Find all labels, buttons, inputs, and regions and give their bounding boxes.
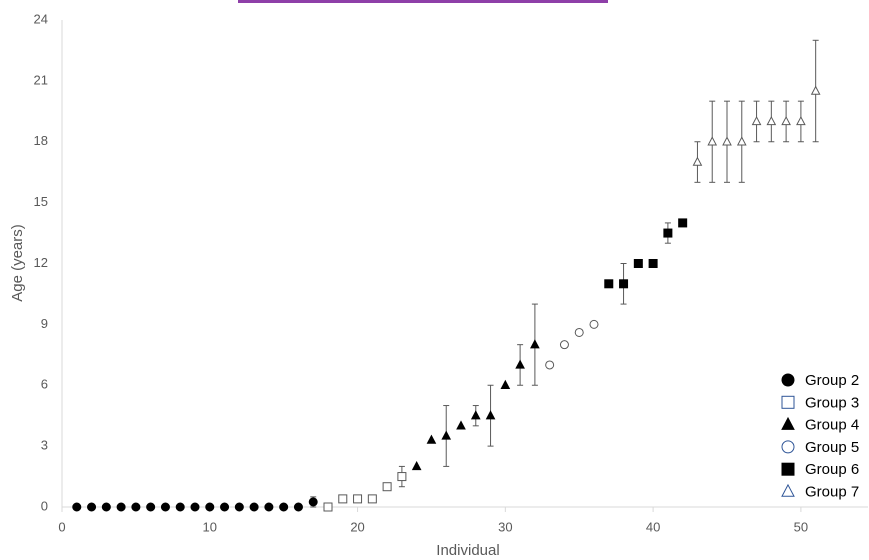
- legend-text: Group 3: [805, 394, 859, 411]
- data-point: [354, 495, 362, 503]
- y-tick-label: 18: [34, 133, 48, 148]
- data-point: [161, 503, 169, 511]
- legend-text: Group 2: [805, 372, 859, 389]
- legend-text: Group 7: [805, 483, 859, 500]
- cropped-banner: [238, 0, 608, 3]
- data-point: [368, 495, 376, 503]
- data-point: [575, 328, 583, 336]
- data-point: [132, 503, 140, 511]
- legend-marker: [782, 396, 794, 408]
- data-point: [812, 87, 820, 95]
- data-point: [797, 117, 805, 125]
- data-point: [235, 503, 243, 511]
- data-point: [782, 117, 790, 125]
- data-point: [531, 340, 539, 348]
- data-point: [294, 503, 302, 511]
- data-point: [176, 503, 184, 511]
- data-point: [73, 503, 81, 511]
- data-point: [472, 411, 480, 419]
- legend-marker: [782, 441, 794, 453]
- y-tick-label: 3: [41, 438, 48, 453]
- y-tick-label: 0: [41, 498, 48, 513]
- x-tick-label: 40: [646, 519, 660, 534]
- data-point: [147, 503, 155, 511]
- data-point: [723, 137, 731, 145]
- data-point: [767, 117, 775, 125]
- data-point: [383, 483, 391, 491]
- x-tick-label: 0: [58, 519, 65, 534]
- data-point: [620, 280, 628, 288]
- legend-text: Group 5: [805, 439, 859, 456]
- y-tick-label: 21: [34, 72, 48, 87]
- legend-text: Group 6: [805, 461, 859, 478]
- data-point: [693, 158, 701, 166]
- y-axis-title: Age (years): [9, 224, 26, 302]
- data-point: [413, 462, 421, 470]
- data-point: [634, 260, 642, 268]
- data-point: [738, 137, 746, 145]
- data-point: [516, 361, 524, 369]
- data-point: [102, 503, 110, 511]
- data-point: [191, 503, 199, 511]
- chart: Individual Age (years) 0 3 6 9 12 15 18 21 24 0 10…: [0, 0, 869, 560]
- x-tick-label: 30: [498, 519, 512, 534]
- data-point: [649, 260, 657, 268]
- data-point: [398, 473, 406, 481]
- x-tick-label: 50: [794, 519, 808, 534]
- data-point: [206, 503, 214, 511]
- data-point: [265, 503, 273, 511]
- legend-marker: [782, 418, 794, 429]
- data-point: [590, 320, 598, 328]
- x-tick-label: 20: [350, 519, 364, 534]
- data-point: [250, 503, 258, 511]
- data-point: [117, 503, 125, 511]
- data-point: [664, 229, 672, 237]
- data-point: [605, 280, 613, 288]
- y-tick-label: 9: [41, 316, 48, 331]
- y-tick-label: 24: [34, 11, 48, 26]
- data-point: [457, 421, 465, 429]
- data-point: [560, 341, 568, 349]
- x-tick-label: 10: [203, 519, 217, 534]
- data-point: [708, 137, 716, 145]
- data-point: [753, 117, 761, 125]
- data-point: [487, 411, 495, 419]
- x-axis-title: Individual: [436, 542, 499, 559]
- legend-marker: [782, 463, 794, 475]
- data-point: [88, 503, 96, 511]
- y-tick-label: 6: [41, 377, 48, 392]
- data-point: [309, 498, 317, 506]
- legend-text: Group 4: [805, 417, 859, 434]
- y-tick-label: 12: [34, 255, 48, 270]
- data-point: [546, 361, 554, 369]
- data-point: [324, 503, 332, 511]
- legend-marker: [782, 374, 794, 386]
- data-point: [427, 436, 435, 444]
- y-tick-label: 15: [34, 194, 48, 209]
- data-point: [339, 495, 347, 503]
- data-point: [442, 432, 450, 440]
- legend-marker: [782, 485, 794, 496]
- data-point: [501, 381, 509, 389]
- data-point: [679, 219, 687, 227]
- data-point: [280, 503, 288, 511]
- data-point: [221, 503, 229, 511]
